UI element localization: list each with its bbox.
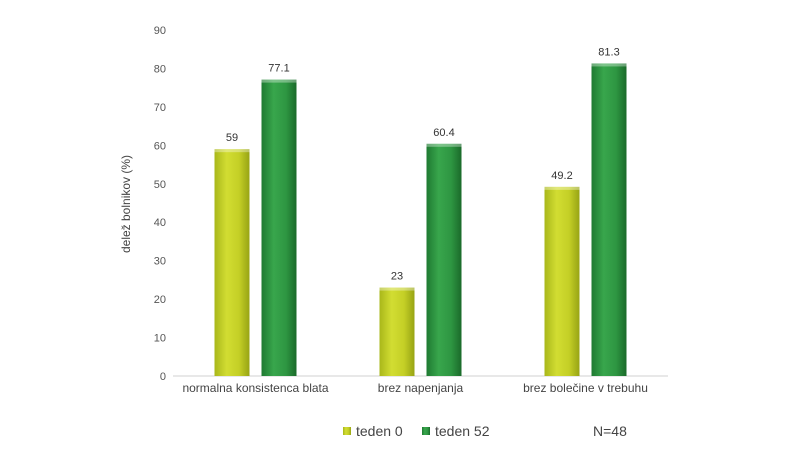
y-tick-label: 20 bbox=[154, 294, 166, 306]
y-tick-label: 90 bbox=[154, 25, 166, 37]
y-tick-label: 10 bbox=[154, 333, 166, 345]
bar-highlight-series-0-0 bbox=[214, 149, 250, 153]
y-tick-label: 50 bbox=[154, 179, 166, 191]
legend: teden 0 teden 52 bbox=[343, 423, 490, 439]
y-axis-label: delež bolnikov (%) bbox=[119, 155, 133, 253]
legend-swatch-series-1 bbox=[422, 427, 430, 435]
bar-highlight-series-1-0 bbox=[261, 79, 297, 83]
bar-series-0-0 bbox=[214, 149, 250, 376]
y-axis-ticks: 0 10 20 30 40 50 60 70 80 90 bbox=[154, 25, 166, 383]
bar-highlight-series-1-2 bbox=[591, 63, 627, 67]
bar-highlight-series-0-2 bbox=[544, 186, 580, 190]
y-tick-label: 40 bbox=[154, 217, 166, 229]
y-tick-label: 60 bbox=[154, 140, 166, 152]
y-tick-label: 0 bbox=[160, 371, 166, 383]
data-label-series-0-1: 23 bbox=[391, 271, 403, 283]
bar-series-1-1 bbox=[426, 143, 462, 376]
bar-highlight-series-1-1 bbox=[426, 143, 462, 147]
legend-label-series-0: teden 0 bbox=[356, 423, 403, 439]
bar-series-0-1 bbox=[379, 287, 415, 376]
bars bbox=[214, 63, 627, 377]
data-label-series-1-2: 81.3 bbox=[598, 46, 619, 58]
bar-series-0-2 bbox=[544, 186, 580, 376]
sample-size-note: N=48 bbox=[593, 423, 627, 439]
data-label-series-0-2: 49.2 bbox=[551, 170, 572, 182]
legend-label-series-1: teden 52 bbox=[435, 423, 490, 439]
category-labels: normalna konsistenca blata brez napenjanj… bbox=[182, 381, 647, 395]
y-tick-label: 70 bbox=[154, 102, 166, 114]
y-tick-label: 80 bbox=[154, 63, 166, 75]
legend-swatch-series-0 bbox=[343, 427, 351, 435]
category-label-1: brez napenjanja bbox=[378, 381, 464, 395]
bar-highlight-series-0-1 bbox=[379, 287, 415, 291]
y-tick-label: 30 bbox=[154, 256, 166, 268]
data-labels: 59 77.1 23 60.4 49.2 81.3 bbox=[226, 46, 620, 282]
data-label-series-1-0: 77.1 bbox=[268, 63, 289, 75]
bar-series-1-0 bbox=[261, 79, 297, 377]
data-label-series-1-1: 60.4 bbox=[433, 127, 454, 139]
category-label-2: brez bolečine v trebuhu bbox=[523, 381, 648, 395]
bar-series-1-2 bbox=[591, 63, 627, 377]
category-label-0: normalna konsistenca blata bbox=[182, 381, 328, 395]
data-label-series-0-0: 59 bbox=[226, 132, 238, 144]
